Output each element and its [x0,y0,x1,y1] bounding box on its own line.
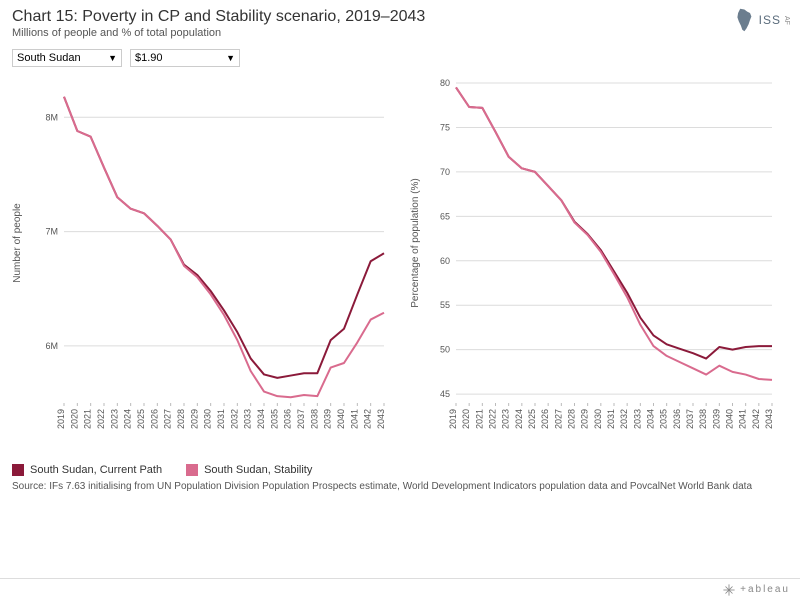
svg-text:2027: 2027 [553,409,563,429]
svg-text:2023: 2023 [109,409,119,429]
svg-text:2039: 2039 [711,409,721,429]
svg-text:2038: 2038 [309,409,319,429]
svg-text:2038: 2038 [698,409,708,429]
svg-text:2031: 2031 [216,409,226,429]
svg-text:2041: 2041 [738,409,748,429]
header: Chart 15: Poverty in CP and Stability sc… [0,0,800,41]
svg-text:2034: 2034 [646,409,656,429]
svg-text:2043: 2043 [764,409,774,429]
legend-item: South Sudan, Stability [186,464,312,476]
svg-text:2035: 2035 [659,409,669,429]
svg-text:2035: 2035 [269,409,279,429]
svg-text:2019: 2019 [448,409,458,429]
svg-text:2031: 2031 [606,409,616,429]
svg-text:7M: 7M [45,227,58,237]
tableau-logo[interactable]: +ableau [722,583,790,597]
svg-text:Number of people: Number of people [12,203,23,283]
chart-title: Chart 15: Poverty in CP and Stability sc… [12,8,788,26]
svg-text:2025: 2025 [136,409,146,429]
svg-text:2022: 2022 [96,409,106,429]
svg-text:2029: 2029 [580,409,590,429]
svg-text:2040: 2040 [725,409,735,429]
legend-swatch [12,464,24,476]
svg-text:2040: 2040 [336,409,346,429]
svg-text:2032: 2032 [619,409,629,429]
legend-label: South Sudan, Stability [204,464,312,476]
svg-text:45: 45 [440,389,450,399]
svg-text:60: 60 [440,256,450,266]
svg-text:2032: 2032 [229,409,239,429]
svg-text:2020: 2020 [461,409,471,429]
right-chart: 45 50 55 60 65 70 75 80 201920202021 202220232024… [406,75,786,460]
svg-text:2033: 2033 [632,409,642,429]
svg-text:2019: 2019 [56,409,66,429]
brand-logo: ISS AF [729,6,790,34]
svg-text:2041: 2041 [349,409,359,429]
svg-text:2036: 2036 [283,409,293,429]
charts-row: 6M7M8M2019202020212022202320242025202620… [0,71,800,460]
source-text: Source: IFs 7.63 initialising from UN Po… [0,478,800,495]
chevron-down-icon: ▼ [226,53,235,63]
svg-text:55: 55 [440,300,450,310]
svg-text:2023: 2023 [501,409,511,429]
country-dropdown-value: South Sudan [17,52,81,64]
svg-text:80: 80 [440,78,450,88]
tableau-icon [722,583,736,597]
svg-text:50: 50 [440,345,450,355]
svg-text:2022: 2022 [488,409,498,429]
svg-text:2026: 2026 [540,409,550,429]
svg-text:70: 70 [440,167,450,177]
svg-text:2027: 2027 [163,409,173,429]
svg-text:2029: 2029 [189,409,199,429]
svg-text:2039: 2039 [323,409,333,429]
legend: South Sudan, Current Path South Sudan, S… [0,460,800,478]
legend-label: South Sudan, Current Path [30,464,162,476]
logo-text-af: AF [783,16,790,25]
svg-text:2030: 2030 [593,409,603,429]
svg-text:2037: 2037 [296,409,306,429]
svg-text:2024: 2024 [514,409,524,429]
svg-text:2028: 2028 [567,409,577,429]
threshold-dropdown[interactable]: $1.90 ▼ [130,49,240,67]
svg-text:2037: 2037 [685,409,695,429]
controls-row: South Sudan ▼ $1.90 ▼ [0,41,800,71]
chevron-down-icon: ▼ [108,53,117,63]
svg-text:2033: 2033 [243,409,253,429]
svg-text:2042: 2042 [363,409,373,429]
svg-text:75: 75 [440,122,450,132]
legend-swatch [186,464,198,476]
chart-subtitle: Millions of people and % of total popula… [12,27,788,39]
svg-text:65: 65 [440,211,450,221]
svg-text:2042: 2042 [751,409,761,429]
logo-text-iss: ISS [759,13,781,27]
svg-text:2034: 2034 [256,409,266,429]
left-chart: 6M 7M 8M 20192020 202120222023 202420252026 20… [8,75,398,460]
svg-text:2036: 2036 [672,409,682,429]
threshold-dropdown-value: $1.90 [135,52,163,64]
tableau-text: +ableau [740,584,790,595]
legend-item: South Sudan, Current Path [12,464,162,476]
africa-icon [729,6,757,34]
svg-text:2028: 2028 [176,409,186,429]
svg-text:Percentage of population (%): Percentage of population (%) [410,178,421,308]
svg-text:2020: 2020 [69,409,79,429]
svg-text:2030: 2030 [203,409,213,429]
svg-text:2043: 2043 [376,409,386,429]
footer: +ableau [0,578,800,600]
svg-text:2021: 2021 [474,409,484,429]
svg-text:2024: 2024 [123,409,133,429]
svg-text:2021: 2021 [83,409,93,429]
country-dropdown[interactable]: South Sudan ▼ [12,49,122,67]
svg-text:2025: 2025 [527,409,537,429]
svg-text:2026: 2026 [149,409,159,429]
svg-text:6M: 6M [45,341,58,351]
svg-text:8M: 8M [45,112,58,122]
